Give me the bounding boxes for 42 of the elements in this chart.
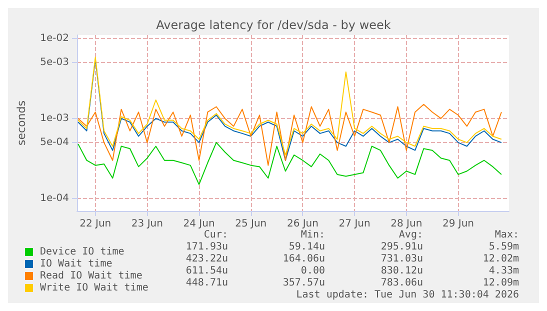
text: 171.93u (186, 242, 228, 252)
y-tick-label: 1e-03 (40, 112, 69, 124)
x-tick-label: 29 Jun (442, 218, 474, 230)
text: 423.22u (186, 254, 228, 264)
text: Avg: (398, 230, 423, 240)
text: 0.00 (300, 266, 326, 276)
text: 611.54u (186, 266, 228, 276)
text: 731.03u (380, 254, 424, 264)
legend-label: Write IO Wait time (40, 282, 148, 294)
text: 59.14u (288, 242, 325, 252)
line-series (78, 142, 502, 185)
line-series (78, 104, 502, 166)
text: 448.71u (186, 278, 228, 288)
x-tick-label: 22 Jun (80, 218, 112, 230)
text: 5.59m (488, 242, 520, 252)
x-tick-label: 27 Jun (338, 218, 370, 230)
legend-label: Read IO Wait time (40, 270, 142, 282)
x-tick-label: 25 Jun (235, 218, 267, 230)
chart-title: Average latency for /dev/sda - by week (156, 18, 391, 32)
text: 4.33m (488, 266, 520, 276)
text: 783.06u (380, 278, 424, 288)
text: 295.91u (380, 242, 424, 252)
y-tick-label: 1e-04 (40, 193, 69, 204)
text: 164.06u (282, 254, 326, 264)
y-tick-label: 5e-03 (40, 56, 69, 68)
text: 12.02m (482, 254, 519, 264)
text: Min: (300, 230, 325, 240)
text: 12.09m (482, 278, 519, 288)
x-tick-label: 24 Jun (183, 218, 215, 230)
y-axis-title: seconds (15, 100, 28, 146)
x-tick-label: 26 Jun (286, 218, 318, 230)
legend-label: Device IO time (40, 246, 124, 258)
y-tick-label: 5e-04 (40, 137, 69, 148)
y-tick-label: 1e-02 (40, 32, 69, 44)
text: Last update: Tue Jun 30 11:30:04 2026 (296, 290, 520, 300)
text: Max: (494, 230, 519, 240)
legend-label: IO Wait time (40, 258, 112, 270)
x-tick-label: 28 Jun (390, 218, 422, 230)
x-tick-label: 23 Jun (131, 218, 163, 230)
text: Cur: (204, 230, 228, 240)
text: 357.57u (282, 278, 326, 288)
text: 830.12u (380, 266, 424, 276)
